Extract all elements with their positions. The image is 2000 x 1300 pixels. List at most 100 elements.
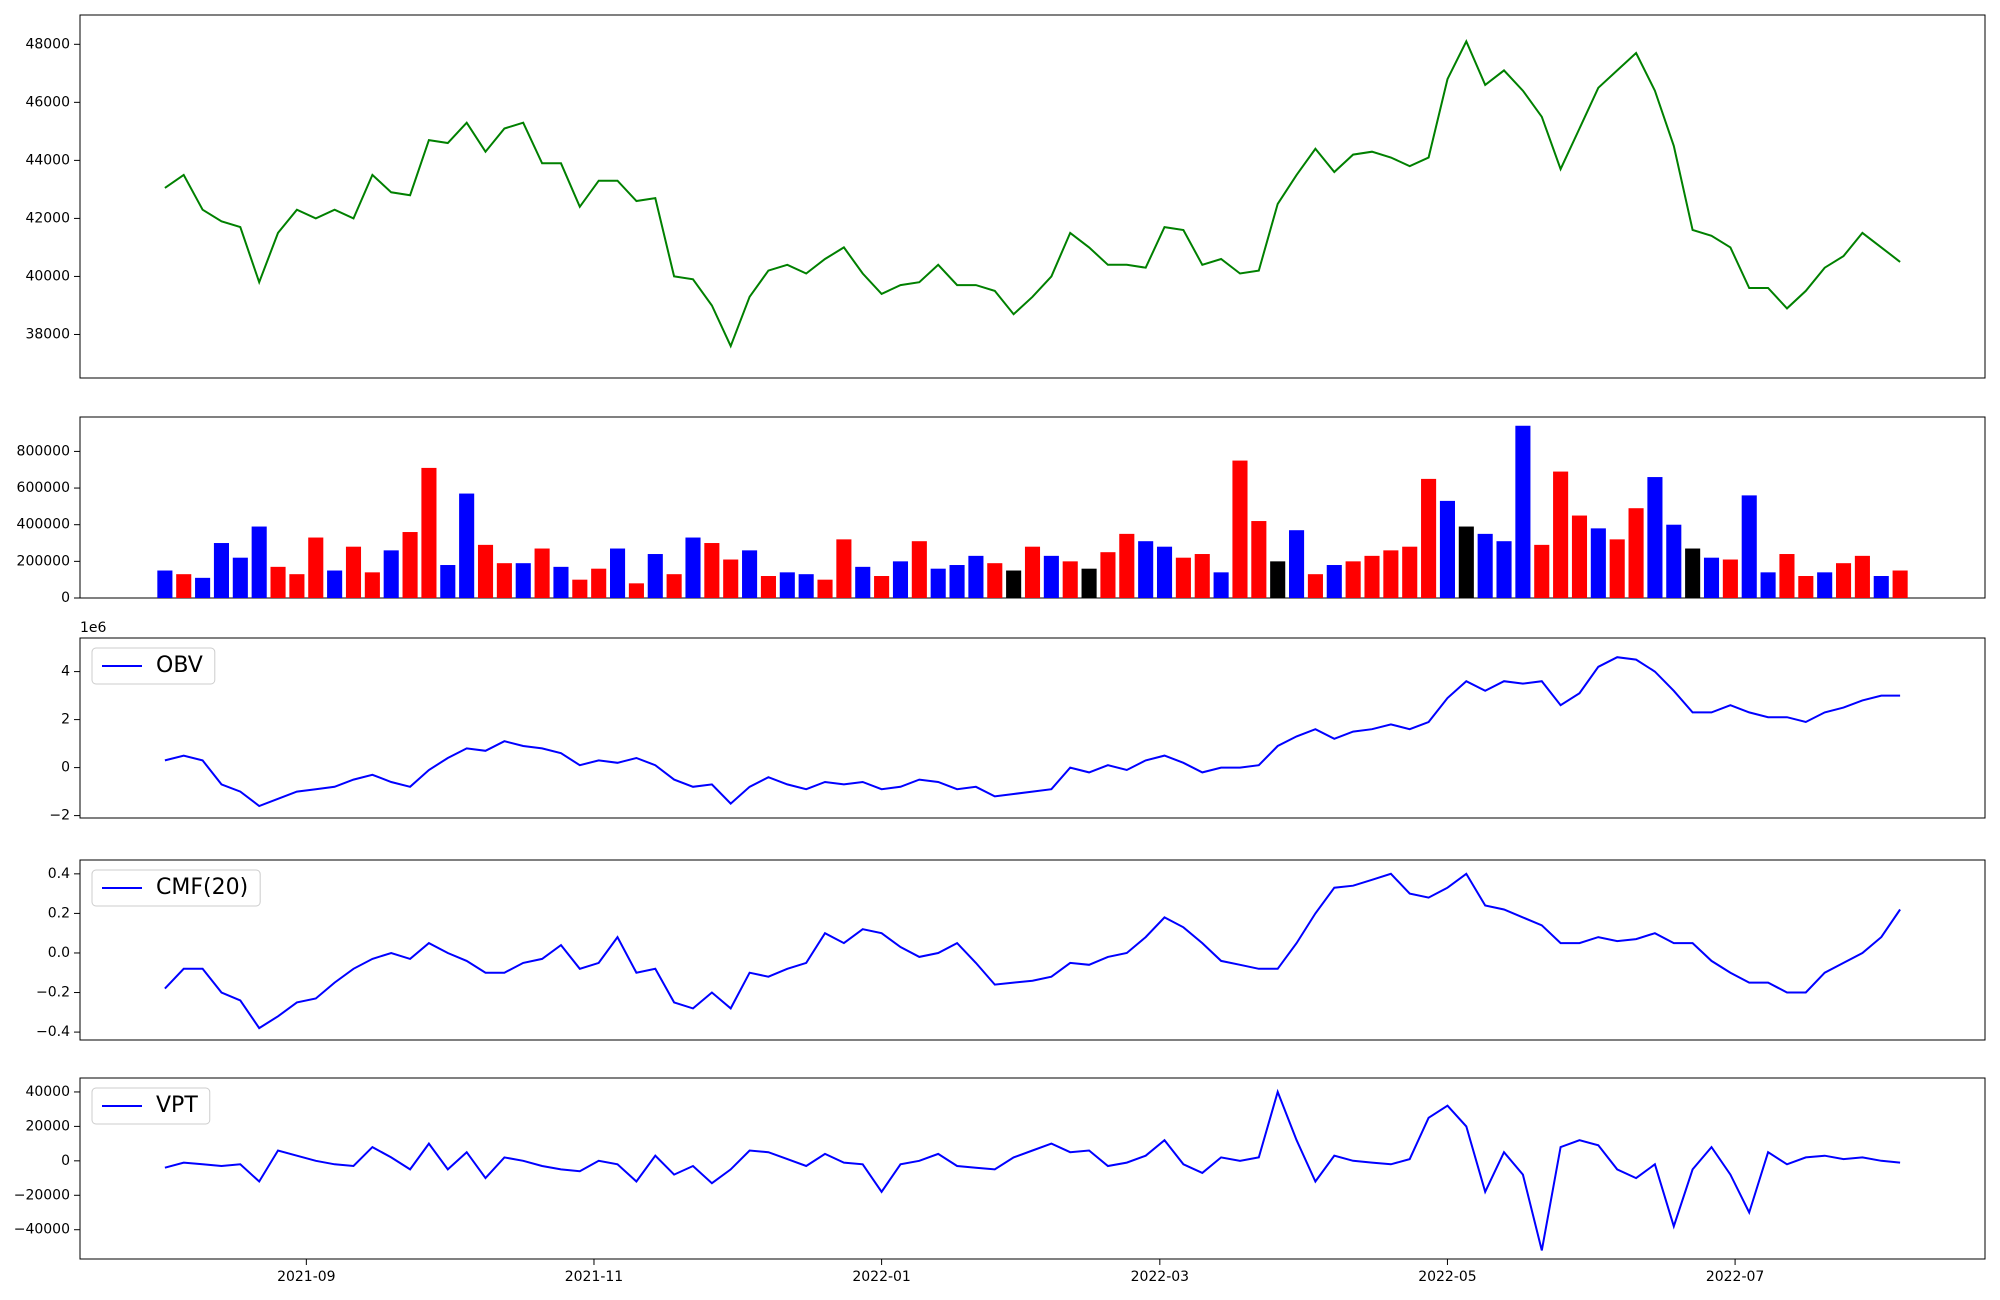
bar [383,550,399,598]
y-tick-label: 42000 [25,210,70,226]
bar [779,572,795,598]
bar [1043,555,1059,598]
bar [1835,563,1852,598]
y-tick-label: −40000 [14,1222,70,1238]
bar [213,543,230,598]
bar [1326,565,1342,598]
bar [968,555,984,598]
y-tick-label: 0.0 [48,945,70,961]
y-tick-label: 20000 [25,1118,70,1134]
plot-frame [79,859,1986,1041]
plot-frame [79,14,1986,379]
y-tick-label: 600000 [17,480,70,496]
y-tick-label: 38000 [25,326,70,342]
y-tick-label: 48000 [25,36,70,52]
bar [1666,524,1682,598]
bar [610,548,626,598]
bar [459,493,475,598]
bar [874,576,890,598]
bar [760,576,776,598]
bar [1421,478,1437,598]
bar [704,543,720,598]
y-tick-label: 0 [61,590,70,606]
bar [911,541,927,598]
x-tick-label: 2022-01 [852,1269,911,1285]
y-tick-label: 400000 [17,517,70,533]
bar [327,570,343,598]
bar [591,568,607,598]
x-tick-label: 2022-05 [1418,1269,1477,1285]
bar [1100,552,1116,598]
legend-label: CMF(20) [156,875,248,900]
bar [949,565,965,598]
bar [176,574,192,598]
bar [1779,554,1795,598]
bar [987,563,1003,598]
bar [289,574,305,598]
bar [1156,546,1173,598]
x-tick-label: 2022-07 [1706,1269,1765,1285]
bar [1477,533,1493,598]
bar [1628,508,1644,598]
bar [157,570,173,598]
bar [1383,550,1399,598]
bar [345,546,362,598]
bar [251,526,267,598]
line [164,656,1901,808]
bar [477,544,494,598]
bar [421,467,437,598]
bar [440,565,456,598]
line [164,1088,1901,1251]
bar [232,557,248,598]
bar [1609,539,1625,598]
legend-box [91,647,216,685]
legend-box [91,1087,211,1125]
bar [1345,561,1361,598]
y-tick-label: −2 [49,808,70,824]
bar [496,563,512,598]
y-tick-label: 0 [61,1153,70,1169]
bar [742,550,758,598]
bar [1854,555,1870,598]
bar [855,566,871,598]
bar [817,579,833,598]
y-tick-label: 4 [61,664,70,680]
x-tick-label: 2021-11 [565,1269,624,1285]
bar [1213,572,1229,598]
y-tick-label: 200000 [17,553,70,569]
bar [1873,576,1889,598]
plot-frame [79,1077,1986,1260]
bar [1175,557,1191,598]
bar [930,568,946,598]
bar [1439,500,1455,598]
bar [1760,572,1776,598]
bar [1251,521,1267,598]
bar [1232,460,1248,598]
line [164,39,1901,349]
bar [1270,561,1286,598]
bar [1647,477,1663,598]
x-tick-label: 2022-03 [1131,1269,1190,1285]
y-tick-label: 2 [61,712,70,728]
bar [1703,557,1720,598]
bar [685,537,701,598]
bar [515,563,531,598]
y-tick-label: 800000 [17,443,70,459]
bar [628,583,644,598]
y-tick-label: −20000 [14,1187,70,1203]
bar [402,532,418,598]
bar [1364,555,1380,598]
legend-label: OBV [156,653,203,678]
legend-label: VPT [156,1093,198,1118]
y-tick-label: 40000 [25,268,70,284]
y-tick-label: 46000 [25,94,70,110]
plot-frame [79,637,1986,819]
bar [1402,546,1418,598]
legend-box [91,869,261,907]
y-tick-label: −0.2 [36,985,70,1001]
y-tick-label: 0.4 [48,866,70,882]
offset-label: 1e6 [80,620,107,636]
bar [1553,471,1569,598]
bar [1798,576,1814,598]
